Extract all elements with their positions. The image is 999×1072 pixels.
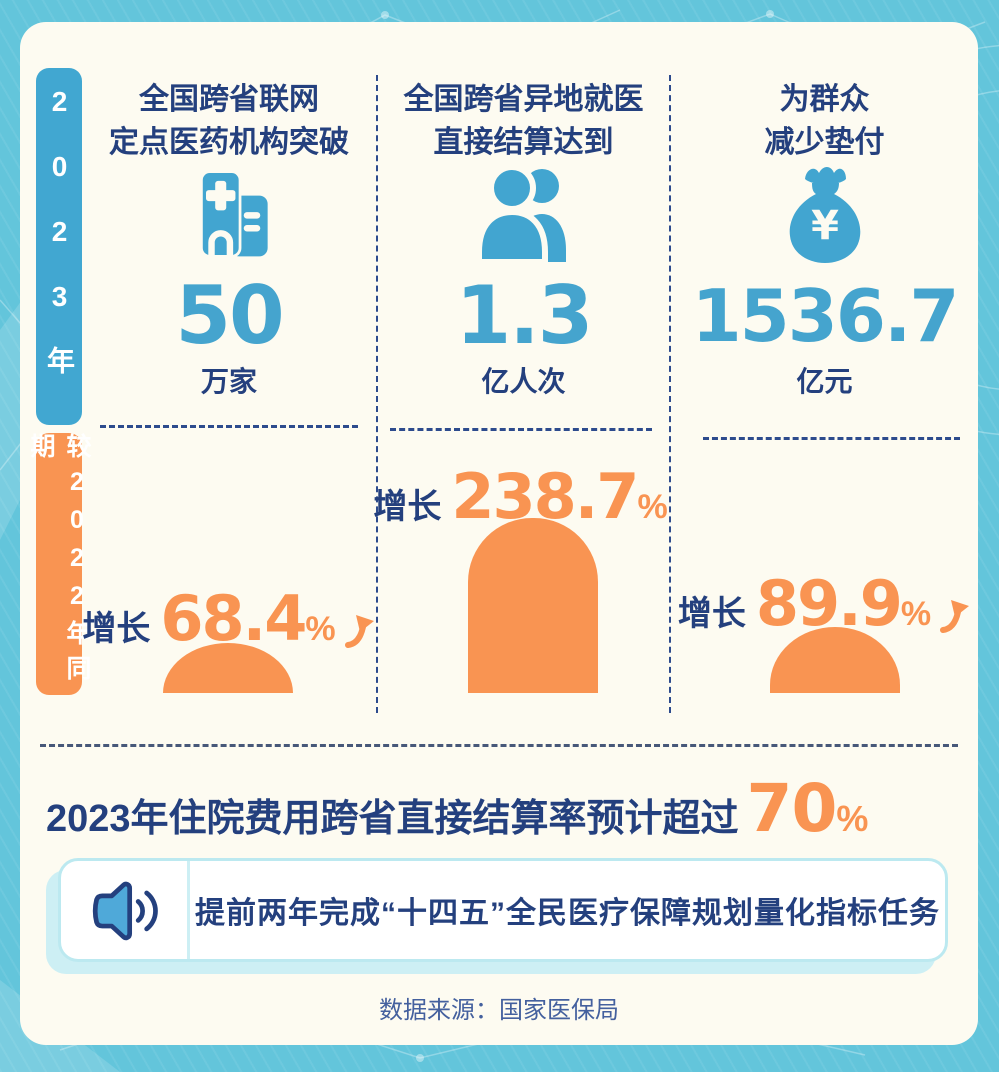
settlement-rate-statement: 2023年住院费用跨省直接结算率预计超过 70 % (46, 770, 868, 847)
year-bar-label: 2023年 (44, 85, 75, 408)
svg-text:¥: ¥ (811, 203, 839, 249)
column-title-line1: 全国跨省联网 (139, 83, 319, 116)
hospital-icon (82, 168, 376, 260)
up-arrow-icon (344, 615, 374, 648)
column-divider-1 (376, 75, 378, 713)
up-arrow-icon (940, 600, 970, 633)
growth-row-hospitals: 增长 68.4 % (82, 582, 376, 655)
year-bar: 2023年 (36, 68, 82, 425)
stat-separator-1 (100, 425, 358, 428)
growth-label: 增长 (373, 488, 442, 526)
compare-bar: 较2022年同期 (27, 433, 91, 695)
stat-unit: 万家 (200, 366, 257, 397)
statement-highlight: 70 (746, 770, 838, 847)
stat-unit: 亿元 (796, 366, 853, 397)
people-icon (378, 162, 669, 262)
column-title-line2: 直接结算达到 (433, 126, 614, 159)
column-title: 全国跨省异地就医 直接结算达到 (378, 78, 669, 164)
stat-column-hospitals: 全国跨省联网 定点医药机构突破 50 万家 (82, 22, 376, 732)
growth-percent-sign: % (305, 610, 336, 648)
column-divider-2 (669, 75, 671, 713)
column-title: 全国跨省联网 定点医药机构突破 (82, 78, 376, 164)
statement-text: 2023年住院费用跨省直接结算率预计超过 (46, 798, 739, 840)
stat-column-savings: 为群众 减少垫付 ¥ 1536.7 亿元 (671, 22, 978, 732)
compare-bar-label: 较2022年同期 (27, 433, 91, 690)
growth-percent-sign: % (637, 488, 668, 526)
column-title-line1: 全国跨省异地就医 (403, 83, 644, 116)
stat-unit: 亿人次 (481, 366, 566, 397)
section-divider (40, 744, 958, 747)
stat-value: 1.3 (455, 269, 594, 362)
stat-value: 1536.7 (691, 274, 960, 358)
data-source: 数据来源：国家医保局 (379, 997, 619, 1024)
growth-value: 68.4 (160, 582, 307, 655)
growth-dome-settlements (468, 518, 598, 693)
banner-divider (187, 861, 190, 959)
column-title-line2: 定点医药机构突破 (109, 126, 349, 159)
stat-value: 50 (175, 269, 284, 362)
growth-label: 增长 (677, 595, 746, 633)
column-title: 为群众 减少垫付 (671, 78, 978, 164)
statement-percent-sign: % (836, 798, 869, 839)
growth-label: 增长 (82, 610, 151, 648)
growth-percent-sign: % (900, 595, 932, 633)
stat-column-settlements: 全国跨省异地就医 直接结算达到 1.3 亿人次 (378, 22, 669, 732)
banner-text: 提前两年完成“十四五”全民医疗保障规划量化指标任务 (195, 897, 940, 930)
announcement-banner: 提前两年完成“十四五”全民医疗保障规划量化指标任务 (58, 858, 948, 962)
stat-separator-3 (703, 437, 960, 440)
infographic-card: 2023年 较2022年同期 全国跨省联网 定点医药机构突破 50 万家 (20, 22, 978, 1045)
speaker-icon (61, 861, 187, 959)
money-bag-icon: ¥ (671, 164, 978, 264)
stat-separator-2 (390, 428, 652, 431)
column-title-line2: 减少垫付 (764, 126, 885, 159)
column-title-line1: 为群众 (779, 83, 870, 116)
